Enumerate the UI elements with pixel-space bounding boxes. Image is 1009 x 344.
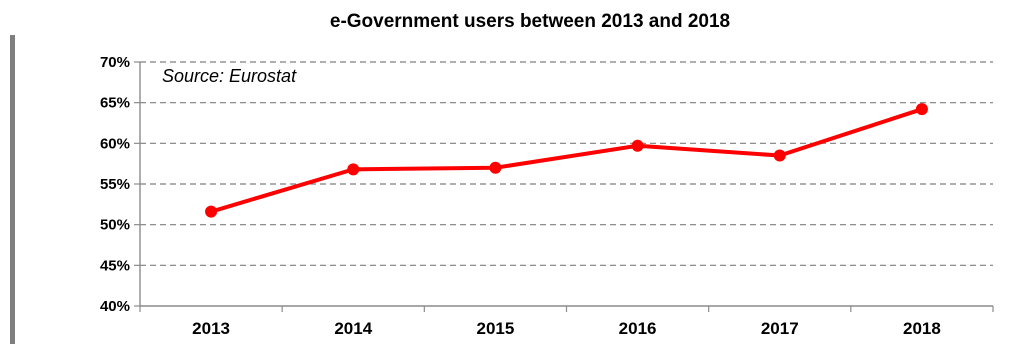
chart-title: e-Government users between 2013 and 2018 [330, 11, 730, 32]
x-tick-label-2018: 2018 [903, 319, 941, 338]
x-tick-label-2014: 2014 [334, 319, 372, 338]
x-tick-label-2013: 2013 [192, 319, 230, 338]
data-point-2014 [347, 163, 360, 176]
x-tick-label-2016: 2016 [619, 319, 657, 338]
left-border-bar [10, 35, 15, 344]
data-point-2015 [489, 161, 502, 174]
y-tick-label-65: 65% [100, 95, 130, 112]
data-point-2013 [205, 205, 218, 218]
series-line-0 [209, 107, 924, 214]
series-group [205, 103, 928, 218]
data-point-2016 [631, 139, 644, 152]
x-axis-ticks: 2013 2014 2015 2016 2017 2018 [192, 319, 941, 338]
y-tick-label-50: 50% [100, 217, 130, 234]
y-tick-label-55: 55% [100, 176, 130, 193]
y-tick-label-60: 60% [100, 135, 130, 152]
x-tick-label-2015: 2015 [477, 319, 515, 338]
x-tick-label-2017: 2017 [761, 319, 799, 338]
gridlines [140, 61, 993, 266]
y-tick-label-70: 70% [100, 54, 130, 71]
data-point-2018 [915, 103, 928, 116]
data-point-2017 [773, 149, 786, 162]
y-axis-ticks: 40% 45% 50% 55% 60% 65% 70% [100, 54, 130, 315]
source-annotation: Source: Eurostat [162, 66, 297, 86]
y-tick-label-40: 40% [100, 298, 130, 315]
axes [134, 61, 994, 312]
y-tick-label-45: 45% [100, 257, 130, 274]
